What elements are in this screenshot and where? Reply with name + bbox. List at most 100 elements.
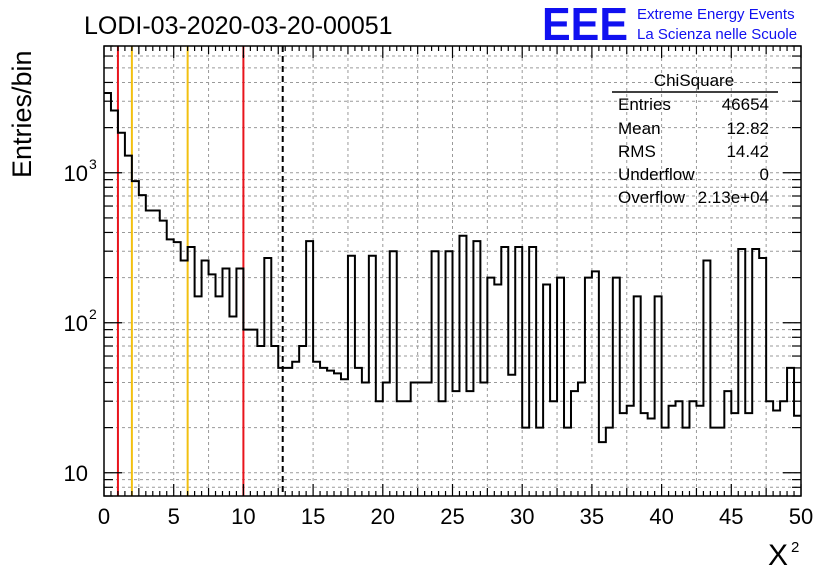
histogram-bin xyxy=(271,346,278,496)
stats-value-mean: 12.82 xyxy=(726,119,769,138)
histogram-bin xyxy=(571,391,578,496)
histogram-bin xyxy=(745,413,752,496)
histogram-bin xyxy=(243,330,250,496)
histogram-bin xyxy=(432,251,439,496)
histogram-bin xyxy=(676,401,683,496)
histogram-bin xyxy=(404,401,411,496)
histogram-bin xyxy=(153,211,160,496)
histogram-bin xyxy=(236,269,243,496)
histogram-bin xyxy=(355,368,362,496)
y-tick-exponent: 2 xyxy=(89,306,97,322)
histogram-bin xyxy=(787,368,794,496)
histogram-bin xyxy=(662,428,669,496)
histogram-bin xyxy=(376,401,383,496)
histogram-bin xyxy=(250,330,257,496)
histogram-bin xyxy=(118,133,125,496)
x-axis-label-main: X xyxy=(768,539,788,572)
histogram-bin xyxy=(167,239,174,496)
histogram-bin xyxy=(557,278,564,496)
histogram-bin xyxy=(320,368,327,496)
histogram-bin xyxy=(216,296,223,496)
histogram-bin xyxy=(578,382,585,496)
histogram-bin xyxy=(334,373,341,496)
histogram-bin xyxy=(425,382,432,496)
histogram-bin xyxy=(160,221,167,496)
histogram-bin xyxy=(222,269,229,496)
histogram-bin xyxy=(229,317,236,496)
histogram-bin xyxy=(202,261,209,496)
stats-label-mean: Mean xyxy=(618,119,661,138)
histogram-bin xyxy=(696,406,703,496)
histogram-bin xyxy=(606,428,613,496)
histogram-bin xyxy=(390,251,397,496)
y-tick-exponent: 3 xyxy=(89,156,97,172)
histogram-bin xyxy=(487,278,494,496)
histogram-bin xyxy=(689,401,696,496)
histogram-bin xyxy=(397,401,404,496)
histogram-bin xyxy=(104,93,111,496)
histogram-bin xyxy=(313,362,320,496)
logo-line-2: La Scienza nelle Scuole xyxy=(637,26,797,43)
histogram-outline xyxy=(104,92,801,444)
x-tick-label: 35 xyxy=(580,504,604,529)
histogram-bin xyxy=(585,278,592,496)
histogram-bin xyxy=(627,406,634,496)
histogram-bin xyxy=(501,247,508,496)
histogram-bin xyxy=(620,413,627,496)
histogram-bin xyxy=(480,382,487,496)
histogram-bin xyxy=(766,401,773,496)
x-axis-label-sup: 2 xyxy=(791,539,799,556)
stats-value-entries: 46654 xyxy=(722,95,769,114)
histogram-bin xyxy=(418,382,425,496)
histogram-bin xyxy=(174,242,181,496)
histogram-bin xyxy=(292,362,299,496)
x-tick-label: 0 xyxy=(98,504,110,529)
histogram-bin xyxy=(710,428,717,496)
logo-line-1: Extreme Energy Events xyxy=(637,6,795,23)
stats-label-rms: RMS xyxy=(618,142,656,161)
histogram-bin xyxy=(564,428,571,496)
histogram-bin xyxy=(655,296,662,496)
histogram-bin xyxy=(703,261,710,496)
histogram-bin xyxy=(459,236,466,496)
histogram-bin xyxy=(759,258,766,496)
y-tick-label: 10 xyxy=(64,161,88,186)
histogram-bin xyxy=(641,413,648,496)
stats-label-entries: Entries xyxy=(618,95,671,114)
histogram-bin xyxy=(634,296,641,496)
histogram-bin xyxy=(285,368,292,496)
histogram-bin xyxy=(439,401,446,496)
histogram-bin xyxy=(369,256,376,496)
histogram-bin xyxy=(466,391,473,496)
histogram-bin xyxy=(752,249,759,496)
histogram-bin xyxy=(446,251,453,496)
x-tick-label: 25 xyxy=(440,504,464,529)
x-axis-label: X 2 xyxy=(768,539,799,572)
histogram-bin xyxy=(327,371,334,496)
chart-title: LODI-03-2020-03-20-00051 xyxy=(84,12,393,40)
x-tick-label: 5 xyxy=(168,504,180,529)
histogram-bin xyxy=(111,111,118,496)
histogram-bin xyxy=(125,156,132,496)
eee-logo: EEE Extreme Energy Events La Scienza nel… xyxy=(542,0,797,50)
histogram-bin xyxy=(515,247,522,496)
histogram-bin xyxy=(529,247,536,496)
y-tick-label: 10 xyxy=(64,461,88,486)
x-tick-label: 45 xyxy=(719,504,743,529)
histogram-bin xyxy=(550,401,557,496)
histogram-bin xyxy=(306,241,313,496)
histogram-bin xyxy=(348,256,355,496)
histogram-bin xyxy=(473,241,480,496)
histogram-bin xyxy=(299,346,306,496)
histogram-bin xyxy=(599,442,606,496)
histogram-bin xyxy=(522,428,529,496)
histogram-bin xyxy=(453,391,460,496)
stats-value-underflow: 0 xyxy=(760,165,769,184)
histogram-bin xyxy=(341,379,348,496)
histogram-bin xyxy=(508,375,515,496)
x-tick-label: 30 xyxy=(510,504,534,529)
histogram-bin xyxy=(181,261,188,496)
stats-title: ChiSquare xyxy=(654,71,734,90)
histogram-bin xyxy=(669,406,676,496)
